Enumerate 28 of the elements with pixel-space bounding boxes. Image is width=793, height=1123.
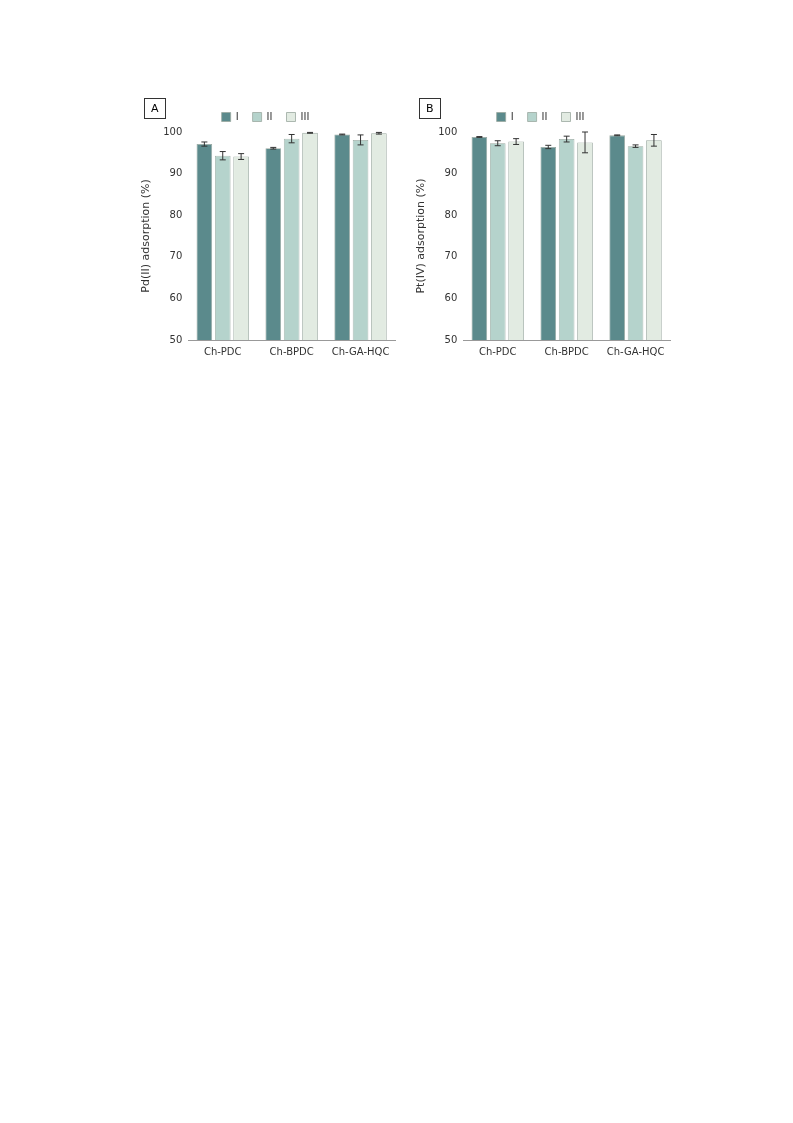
legend-label: I [235, 110, 239, 122]
legend-label: III [300, 110, 310, 122]
y-tick-label: 80 [444, 208, 458, 220]
legend-label: II [266, 110, 273, 122]
y-tick-label: 60 [169, 291, 183, 303]
y-tick-label: 70 [169, 250, 183, 262]
legend-label: II [541, 110, 548, 122]
y-tick-label: 50 [444, 333, 458, 345]
y-axis-title: Pt(IV) adsorption (%) [414, 178, 428, 294]
y-tick-label: 70 [444, 250, 458, 262]
x-tick-label: Ch-PDC [478, 345, 517, 357]
legend-label: I [510, 110, 514, 122]
x-tick-label: Ch-PDC [203, 345, 242, 357]
chart-title: A [144, 98, 166, 119]
y-tick-label: 50 [169, 333, 183, 345]
y-axis-title: Pd(II) adsorption (%) [139, 179, 153, 293]
y-tick-label: 90 [444, 167, 458, 179]
x-tick-label: Ch-GA-HQC [331, 345, 390, 357]
x-tick-label: Ch-GA-HQC [606, 345, 665, 357]
legend-label: III [575, 110, 585, 122]
y-tick-label: 100 [438, 125, 458, 137]
y-tick-label: 90 [169, 167, 183, 179]
x-tick-label: Ch-BPDC [544, 345, 589, 357]
x-tick-label: Ch-BPDC [269, 345, 314, 357]
y-tick-label: 80 [169, 208, 183, 220]
chart-title: B [419, 98, 441, 119]
y-tick-label: 60 [444, 291, 458, 303]
y-tick-label: 100 [163, 125, 183, 137]
